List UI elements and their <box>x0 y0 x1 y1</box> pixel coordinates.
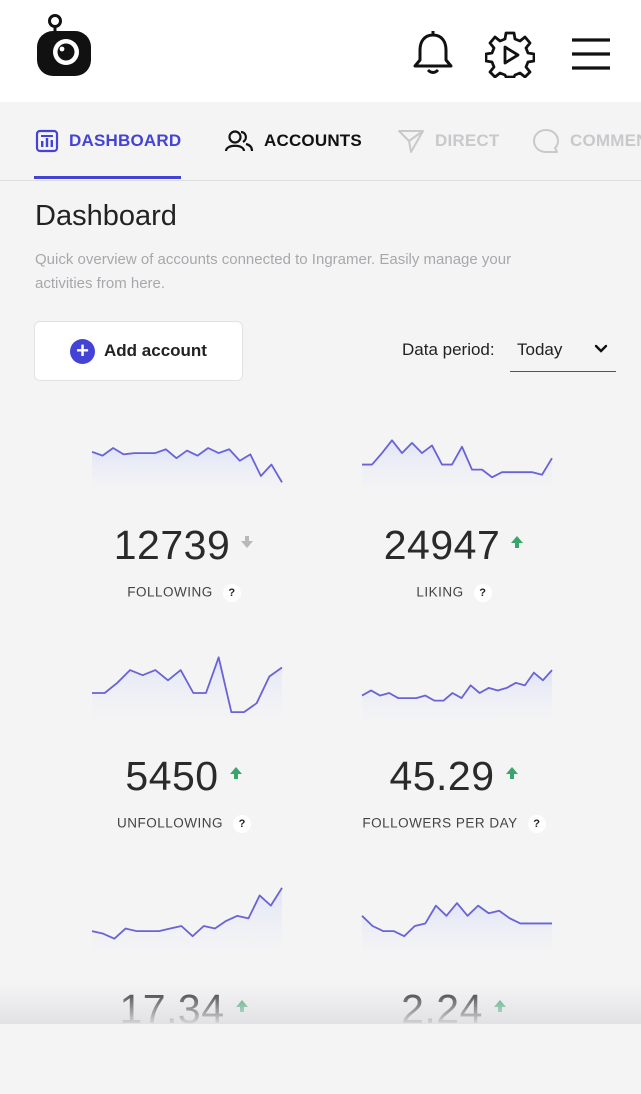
trend-down-arrow-icon <box>240 512 254 558</box>
sparkline <box>92 656 283 731</box>
page-description: Quick overview of accounts connected to … <box>35 251 512 292</box>
help-icon[interactable]: ? <box>473 584 492 602</box>
stat-card-unfollowing: 5450 UNFOLLOWING? <box>54 641 314 861</box>
sparkline <box>361 669 553 731</box>
stat-number: 45.29 <box>389 753 495 799</box>
tab-comments[interactable]: COMMENTS <box>532 102 641 180</box>
top-bar <box>0 0 641 102</box>
data-period-label: Data period: <box>402 340 495 359</box>
active-tab-indicator <box>34 176 181 179</box>
stat-value: 24947 <box>324 522 584 569</box>
tab-label: ACCOUNTS <box>264 131 362 150</box>
stat-card-followers-per-day: 45.29 FOLLOWERS PER DAY? <box>324 641 584 861</box>
sparkline <box>91 887 283 964</box>
tab-label: DASHBOARD <box>69 131 182 150</box>
help-icon[interactable]: ? <box>527 815 546 833</box>
add-account-button[interactable]: + Add account <box>34 321 243 381</box>
sparkline <box>361 902 552 964</box>
sparkline-area <box>362 670 552 731</box>
stat-caption-label: FOLLOWERS PER DAY <box>362 815 518 831</box>
plus-circle-icon: + <box>70 338 96 364</box>
stat-caption: FOLLOWING? <box>54 584 314 602</box>
sparkline-line <box>91 887 283 940</box>
tab-label: COMMENTS <box>570 131 641 150</box>
comment-icon <box>533 129 559 153</box>
page-title: Dashboard <box>35 200 177 232</box>
help-icon[interactable]: ? <box>222 584 241 602</box>
robot-camera-logo-icon[interactable] <box>33 14 95 78</box>
data-period-select[interactable]: Today <box>510 328 616 372</box>
tab-dashboard[interactable]: DASHBOARD <box>35 102 181 180</box>
hamburger-menu-icon[interactable] <box>568 34 614 74</box>
stat-caption: UNFOLLOWING? <box>54 815 314 833</box>
add-account-label: Add account <box>104 341 207 360</box>
sparkline-line <box>362 439 553 479</box>
tab-direct[interactable]: DIRECT <box>397 102 499 180</box>
bar-chart-icon <box>35 129 59 153</box>
send-icon <box>398 130 424 153</box>
help-icon[interactable]: ? <box>233 815 251 833</box>
bottom-fade <box>0 984 641 1024</box>
nav-tabs: DASHBOARD ACCOUNTS DIRECT COMMENTS <box>0 102 641 181</box>
stat-value: 12739 <box>54 522 314 569</box>
sparkline-area <box>362 440 552 500</box>
sparkline-line <box>361 902 552 938</box>
stat-caption: FOLLOWERS PER DAY? <box>324 815 584 833</box>
sparkline-area <box>92 448 282 500</box>
chevron-down-icon <box>594 344 608 353</box>
trend-up-arrow-icon <box>229 743 243 789</box>
stat-value: 5450 <box>54 753 314 800</box>
data-period-value: Today <box>517 340 563 359</box>
stat-number: 24947 <box>383 522 501 568</box>
trend-up-arrow-icon <box>505 743 519 789</box>
sparkline <box>91 447 283 500</box>
play-gear-icon[interactable] <box>485 30 535 78</box>
stat-card-following: 12739 FOLLOWING? <box>54 410 314 630</box>
tab-accounts[interactable]: ACCOUNTS <box>224 102 362 180</box>
sparkline-line <box>92 656 283 713</box>
stat-number: 12739 <box>113 522 231 568</box>
stat-value: 45.29 <box>324 753 584 800</box>
bell-icon[interactable] <box>411 30 455 76</box>
stat-card-liking: 24947 LIKING? <box>324 410 584 630</box>
sparkline <box>362 439 553 500</box>
sparkline-area <box>92 657 282 731</box>
sparkline-line <box>361 669 553 702</box>
stat-caption: LIKING? <box>324 584 584 602</box>
stat-caption-label: UNFOLLOWING <box>116 815 223 831</box>
stat-caption-label: LIKING <box>416 584 464 600</box>
stat-number: 5450 <box>125 753 219 799</box>
users-icon <box>224 130 254 152</box>
tab-label: DIRECT <box>435 131 500 150</box>
sparkline-line <box>91 447 283 483</box>
trend-up-arrow-icon <box>510 512 524 558</box>
sparkline-area <box>92 887 282 964</box>
sparkline-area <box>362 903 552 964</box>
stat-caption-label: FOLLOWING <box>127 584 213 600</box>
